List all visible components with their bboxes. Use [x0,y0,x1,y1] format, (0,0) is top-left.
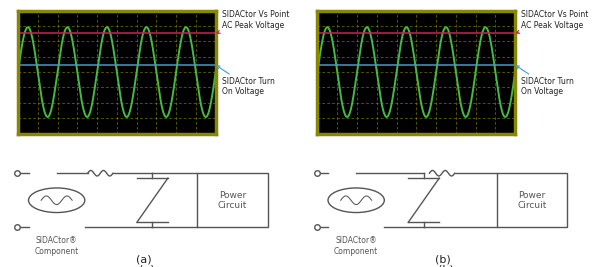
Text: Power
Circuit: Power Circuit [518,191,547,210]
Text: SIDACtor®
Component: SIDACtor® Component [334,236,379,256]
Text: Power
Circuit: Power Circuit [218,191,247,210]
Text: SIDACtor®
Component: SIDACtor® Component [35,236,79,256]
Text: SIDACtor Turn
On Voltage: SIDACtor Turn On Voltage [217,66,274,96]
Text: SIDACtor Vs Point
AC Peak Voltage: SIDACtor Vs Point AC Peak Voltage [516,10,588,33]
Text: SIDACtor Turn
On Voltage: SIDACtor Turn On Voltage [516,66,574,96]
Text: (a): (a) [139,264,155,267]
Text: (b): (b) [435,254,451,264]
Bar [198,173,268,227]
Text: SIDACtor Vs Point
AC Peak Voltage: SIDACtor Vs Point AC Peak Voltage [217,10,289,33]
Text: (a): (a) [136,254,152,264]
Text: (b): (b) [438,264,454,267]
Bar [497,173,567,227]
